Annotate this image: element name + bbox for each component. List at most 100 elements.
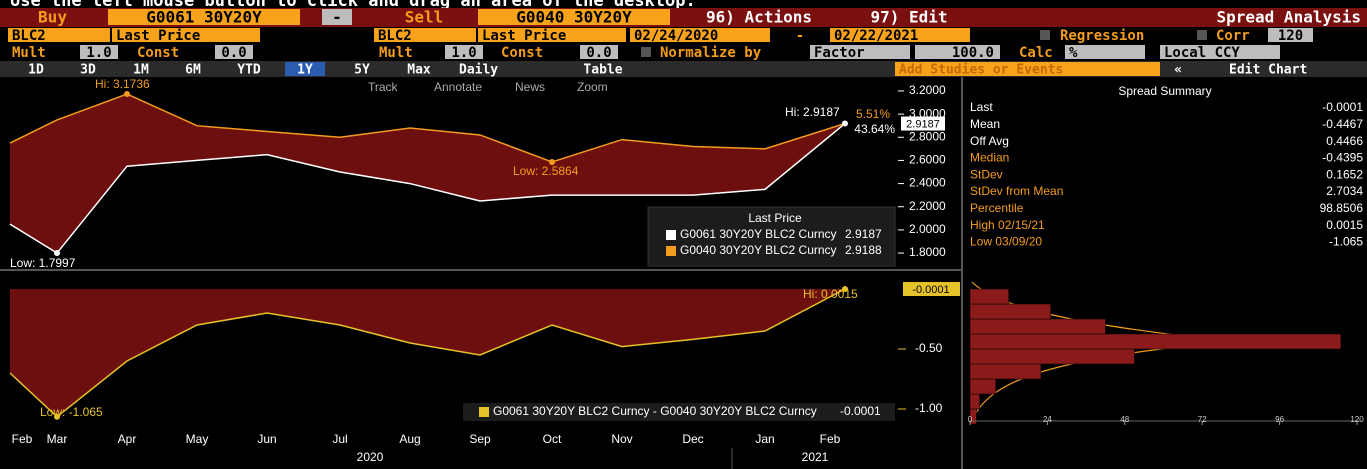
- toolbar-button[interactable]: Last Price: [482, 28, 566, 44]
- toolbar-field[interactable]: [580, 45, 618, 59]
- toolbar-button[interactable]: Buy: [38, 8, 67, 27]
- legend-swatch: [666, 230, 676, 240]
- summary-value: 0.0015: [1326, 218, 1363, 232]
- toolbar-field[interactable]: [1160, 45, 1280, 59]
- toolbar-field[interactable]: [1268, 28, 1313, 42]
- toolbar-button[interactable]: Max: [407, 63, 431, 78]
- y-tick-label: 3.2000: [909, 83, 946, 97]
- toolbar-field[interactable]: [478, 9, 670, 25]
- toolbar-button[interactable]: 02/24/2020: [634, 28, 718, 44]
- toolbar-button[interactable]: 1.0: [451, 45, 476, 61]
- toolbar-button[interactable]: G0061 30Y20Y: [146, 8, 262, 27]
- toolbar-button[interactable]: 1M: [133, 63, 149, 78]
- year-label: 2020: [357, 450, 384, 464]
- annotation: 43.64%: [854, 122, 895, 136]
- summary-value: -0.4467: [1322, 117, 1363, 131]
- toolbar-button[interactable]: Table: [583, 63, 622, 78]
- toolbar-field[interactable]: [630, 28, 770, 42]
- toolbar-button[interactable]: Mult: [12, 45, 46, 61]
- toolbar-button[interactable]: Regression: [1060, 28, 1144, 44]
- toolbar-button[interactable]: Const: [137, 45, 179, 61]
- toolbar-button[interactable]: 120: [1278, 28, 1303, 44]
- histogram-bar: [969, 378, 997, 395]
- toolbar-button[interactable]: 100.0: [952, 45, 994, 61]
- toolbar-button[interactable]: 5Y: [354, 63, 370, 78]
- toolbar-button[interactable]: Corr: [1216, 28, 1250, 44]
- x-tick-label: Nov: [611, 432, 632, 446]
- toolbar-button[interactable]: Calc: [1019, 45, 1053, 61]
- toolbar-button[interactable]: 0.0: [221, 45, 246, 61]
- x-tick-label: May: [186, 432, 209, 446]
- histogram-bar: [969, 318, 1106, 335]
- checkbox[interactable]: [1040, 30, 1050, 40]
- chart-tool[interactable]: News: [515, 80, 545, 94]
- toolbar-field[interactable]: [374, 28, 476, 42]
- toolbar-button[interactable]: BLC2: [378, 28, 412, 44]
- toolbar-field[interactable]: [673, 9, 845, 25]
- toolbar-button[interactable]: 96) Actions: [706, 8, 812, 27]
- toolbar-field[interactable]: [830, 28, 970, 42]
- toolbar-button[interactable]: Const: [501, 45, 543, 61]
- toolbar-field[interactable]: [322, 9, 352, 25]
- toolbar-field[interactable]: [915, 45, 1000, 59]
- toolbar-button[interactable]: %: [1069, 45, 1078, 61]
- histogram-bar: [969, 393, 980, 410]
- toolbar-button[interactable]: Last Price: [116, 28, 200, 44]
- toolbar-field[interactable]: [810, 45, 910, 59]
- toolbar-button[interactable]: 3D: [80, 63, 96, 78]
- chart-tool[interactable]: Zoom: [577, 80, 608, 94]
- x-tick-label: 120: [1350, 415, 1364, 424]
- toolbar-field[interactable]: [1065, 45, 1145, 59]
- toolbar-button[interactable]: Normalize by: [660, 45, 762, 61]
- toolbar-button[interactable]: «: [1174, 63, 1182, 78]
- toolbar-button[interactable]: 97) Edit: [870, 8, 947, 27]
- toolbar-field[interactable]: [215, 45, 253, 59]
- x-tick-label: Oct: [543, 432, 562, 446]
- chart-tool[interactable]: Annotate: [434, 80, 482, 94]
- toolbar-button[interactable]: 02/22/2021: [834, 28, 918, 44]
- toolbar-button[interactable]: Local CCY: [1164, 45, 1240, 61]
- toolbar-field[interactable]: [112, 28, 260, 42]
- toolbar-button[interactable]: Daily: [459, 63, 498, 78]
- checkbox[interactable]: [1197, 30, 1207, 40]
- toolbar-button[interactable]: G0040 30Y20Y: [516, 8, 632, 27]
- toolbar-button[interactable]: Edit Chart: [1229, 63, 1307, 78]
- toolbar-field[interactable]: [974, 9, 1367, 25]
- toolbar-button[interactable]: YTD: [237, 63, 261, 78]
- toolbar-field[interactable]: [372, 9, 476, 25]
- toolbar-field[interactable]: [8, 28, 110, 42]
- toolbar-field[interactable]: [895, 62, 1160, 76]
- chart-tool[interactable]: Track: [368, 80, 399, 94]
- toolbar-button[interactable]: Mult: [379, 45, 413, 61]
- toolbar-field[interactable]: [478, 28, 626, 42]
- toolbar-button[interactable]: 6M: [185, 63, 201, 78]
- y-tick-label: -1.00: [915, 401, 943, 415]
- annotation: Hi: 0.0015: [803, 287, 858, 301]
- toolbar-field[interactable]: [108, 9, 300, 25]
- point-marker: [54, 250, 60, 257]
- y-tick-label: -0.50: [915, 341, 943, 355]
- toolbar-button[interactable]: -: [332, 8, 342, 27]
- toolbar-button[interactable]: 1D: [28, 63, 44, 78]
- histogram-bar: [969, 333, 1342, 350]
- toolbar-button[interactable]: Factor: [814, 45, 865, 61]
- x-tick-label: Feb: [820, 432, 841, 446]
- point-marker: [842, 120, 848, 127]
- banner: Use the left mouse button to click and d…: [10, 0, 696, 11]
- checkbox[interactable]: [641, 47, 651, 57]
- toolbar-button[interactable]: -: [796, 28, 804, 44]
- toolbar-button[interactable]: 1Y: [297, 63, 313, 78]
- toolbar-button[interactable]: 1.0: [86, 45, 111, 61]
- toolbar-field[interactable]: [848, 9, 970, 25]
- toolbar-button[interactable]: BLC2: [12, 28, 46, 44]
- toolbar-button[interactable]: Spread Analysis: [1217, 8, 1362, 27]
- toolbar-field[interactable]: [0, 9, 105, 25]
- toolbar-button[interactable]: 0.0: [586, 45, 611, 61]
- toolbar-field[interactable]: [285, 62, 325, 76]
- toolbar-field[interactable]: [445, 45, 483, 59]
- toolbar-button[interactable]: Sell: [405, 8, 444, 27]
- toolbar-field[interactable]: [80, 45, 118, 59]
- toolbar-button[interactable]: Add Studies or Events: [899, 63, 1063, 78]
- price-line: [9, 122, 846, 255]
